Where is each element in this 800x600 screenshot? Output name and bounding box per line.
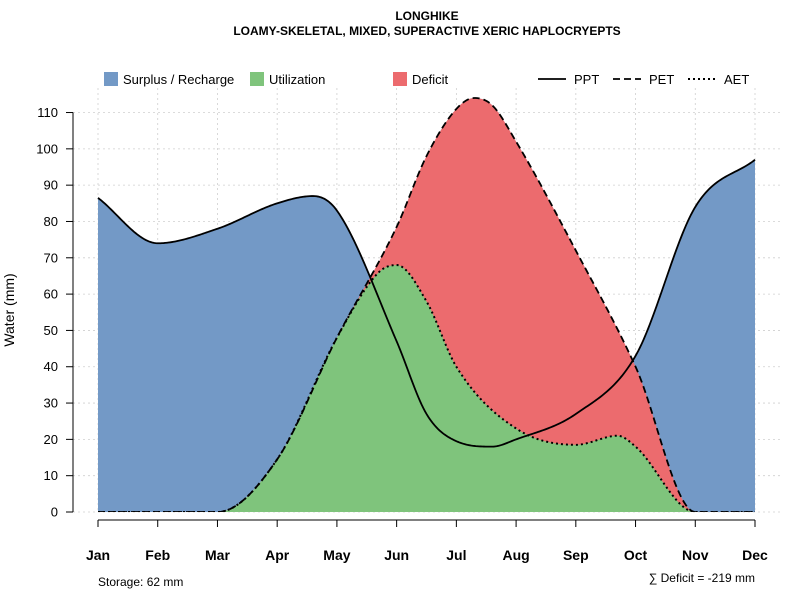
legend-swatch — [250, 72, 264, 86]
x-tick-label: May — [323, 547, 350, 563]
y-axis-label: Water (mm) — [1, 273, 17, 346]
y-tick-label: 10 — [44, 468, 58, 483]
y-tick-label: 40 — [44, 359, 58, 374]
legend-label: Utilization — [269, 72, 325, 87]
y-tick-label: 100 — [36, 141, 58, 156]
y-tick-label: 20 — [44, 432, 58, 447]
axes: 0 10 20 30 40 50 60 70 80 90 100 110 Jan Feb Mar Apr May… — [36, 105, 768, 563]
y-tick-label: 70 — [44, 250, 58, 265]
x-tick-label: Jul — [446, 547, 466, 563]
legend-label: Deficit — [412, 72, 449, 87]
x-tick-label: Jan — [86, 547, 110, 563]
chart-title: LONGHIKE — [395, 9, 458, 23]
x-tick-label: Apr — [265, 547, 290, 563]
y-tick-label: 110 — [37, 105, 58, 120]
x-tick-label: Sep — [563, 547, 589, 563]
y-tick-label: 90 — [44, 178, 58, 193]
legend-label: AET — [724, 72, 749, 87]
y-tick-label: 60 — [44, 287, 58, 302]
x-tick-label: Mar — [205, 547, 230, 563]
deficit-sum-annotation: ∑ Deficit = -219 mm — [649, 571, 755, 585]
x-tick-label: Oct — [624, 547, 648, 563]
legend-label: Surplus / Recharge — [123, 72, 234, 87]
storage-annotation: Storage: 62 mm — [98, 575, 183, 589]
area-fills — [98, 98, 755, 512]
pet-line — [98, 97, 755, 512]
x-tick-label: Dec — [742, 547, 768, 563]
legend-label: PET — [649, 72, 674, 87]
legend-label: PPT — [574, 72, 599, 87]
legend-swatch — [104, 72, 118, 86]
x-tick-label: Jun — [384, 547, 409, 563]
y-tick-label: 30 — [44, 396, 58, 411]
chart-subtitle: LOAMY-SKELETAL, MIXED, SUPERACTIVE XERIC… — [233, 24, 620, 38]
y-tick-label: 50 — [44, 323, 58, 338]
x-tick-label: Aug — [502, 547, 529, 563]
utilization-area — [98, 265, 755, 512]
legend: Surplus / Recharge Utilization Deficit PPT P… — [104, 72, 749, 87]
x-tick-label: Nov — [682, 547, 709, 563]
y-tick-label: 0 — [51, 505, 58, 520]
y-tick-label: 80 — [44, 214, 58, 229]
legend-swatch — [393, 72, 407, 86]
x-tick-label: Feb — [145, 547, 170, 563]
series-lines — [97, 97, 756, 512]
ppt-line — [97, 159, 756, 448]
